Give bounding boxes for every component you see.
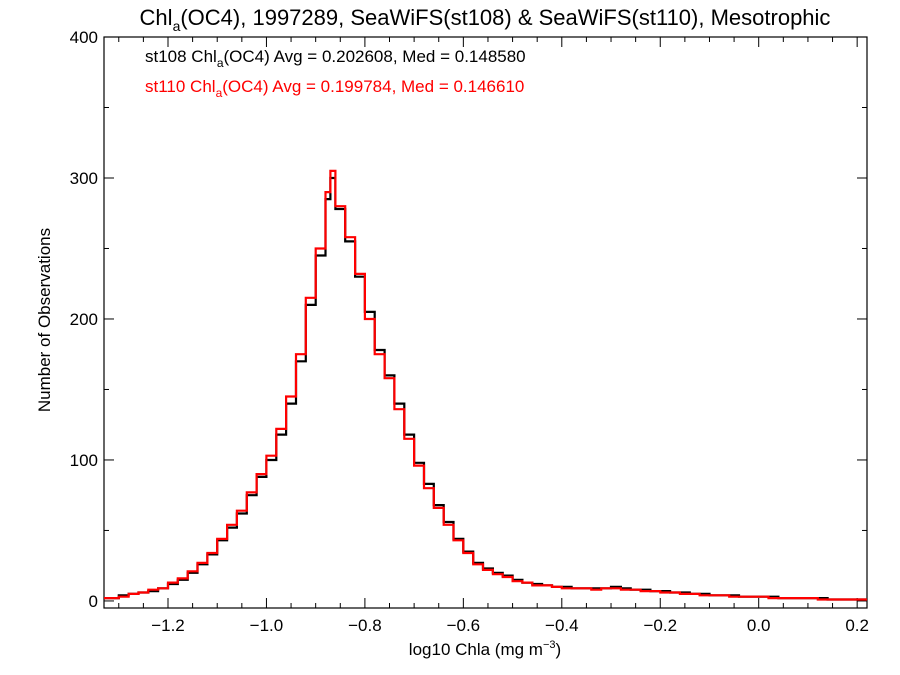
legend: st108 Chla(OC4) Avg = 0.202608, Med = 0.… — [145, 47, 526, 100]
y-tick-label: 200 — [70, 310, 98, 329]
x-tick-label: −1.0 — [250, 616, 284, 635]
x-axis-ticks: −1.2 −1.0 −0.8 −0.6 −0.4 −0.2 0.0 0.2 — [118, 37, 869, 635]
series-line-st110 — [104, 169, 867, 601]
x-tick-label: −0.6 — [447, 616, 481, 635]
x-tick-label: 0.0 — [747, 616, 771, 635]
x-tick-label: −0.4 — [545, 616, 579, 635]
x-tick-label: −0.2 — [643, 616, 677, 635]
y-tick-label: 300 — [70, 169, 98, 188]
legend-entry-st108: st108 Chla(OC4) Avg = 0.202608, Med = 0.… — [145, 47, 526, 70]
y-axis-label: Number of Observations — [35, 228, 54, 412]
chart-title: Chla(OC4), 1997289, SeaWiFS(st108) & Sea… — [140, 5, 831, 34]
y-tick-label: 100 — [70, 451, 98, 470]
x-tick-label: −0.8 — [348, 616, 382, 635]
y-tick-label: 0 — [89, 592, 98, 611]
y-axis-ticks: 0 100 200 300 400 — [70, 28, 867, 611]
plot-frame — [103, 36, 868, 609]
x-tick-label: 0.2 — [845, 616, 869, 635]
y-tick-label: 400 — [70, 28, 98, 47]
legend-entry-st110: st110 Chla(OC4) Avg = 0.199784, Med = 0.… — [145, 77, 524, 100]
x-tick-label: −1.2 — [151, 616, 185, 635]
series-layer — [104, 169, 867, 601]
x-axis-label: log10 Chla (mg m−3) — [409, 639, 561, 659]
